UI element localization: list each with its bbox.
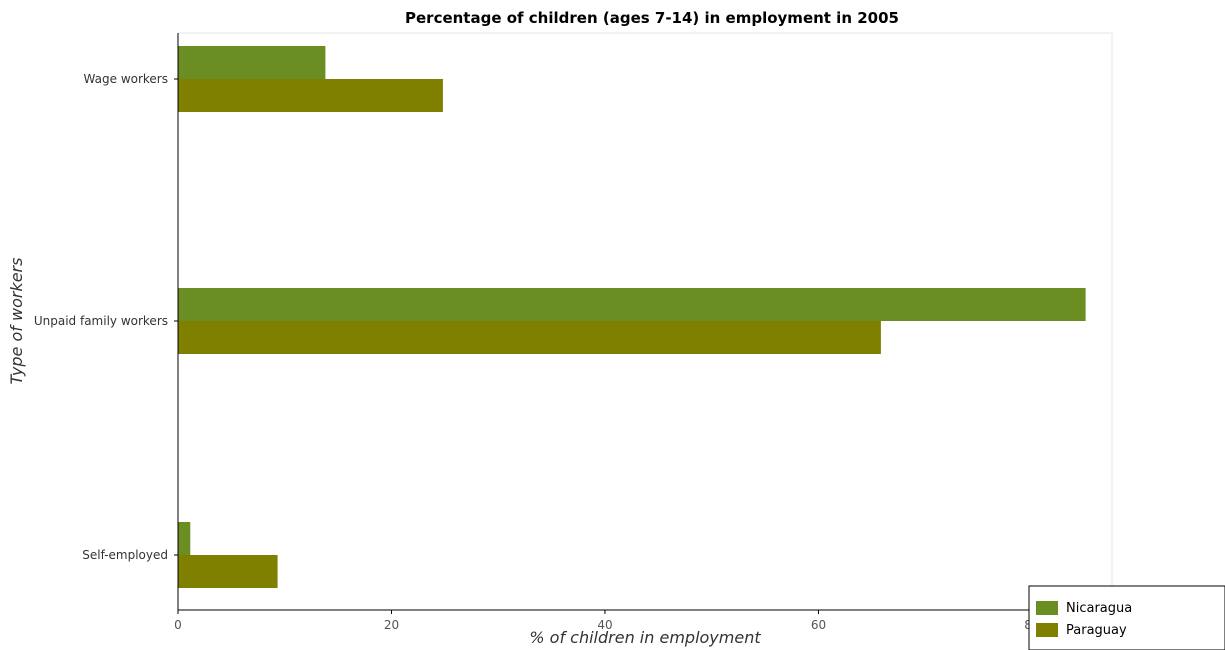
y-tick-label: Unpaid family workers [34,314,168,328]
x-tick-label: 40 [597,618,612,632]
x-axis-ticks: 020406080 [174,610,1040,632]
y-axis-label: Type of workers [7,258,26,385]
legend: Nicaragua Paraguay [1028,585,1225,650]
bar-wage-workers-paraguay [178,79,443,112]
x-axis-label: % of children in employment [529,628,761,647]
y-tick-label: Self-employed [82,548,168,562]
bar-self-employed-paraguay [178,555,278,588]
legend-label-paraguay: Paraguay [1066,623,1127,638]
x-tick-label: 20 [384,618,399,632]
x-tick-label: 0 [174,618,182,632]
y-tick-label: Wage workers [84,72,168,86]
legend-swatch-nicaragua [1036,601,1058,615]
y-axis-categories: Self-employed Unpaid family workers Wage w… [34,72,178,562]
legend-swatch-paraguay [1036,623,1058,637]
bar-unpaid-family-workers-paraguay [178,321,881,354]
bars-group [178,46,1086,588]
chart-title: Percentage of children (ages 7-14) in em… [405,9,899,27]
bar-self-employed-nicaragua [178,522,191,555]
legend-box [1028,585,1225,650]
bar-unpaid-family-workers-nicaragua [178,288,1086,321]
legend-label-nicaragua: Nicaragua [1066,601,1132,616]
bar-wage-workers-nicaragua [178,46,326,79]
x-tick-label: 60 [811,618,826,632]
